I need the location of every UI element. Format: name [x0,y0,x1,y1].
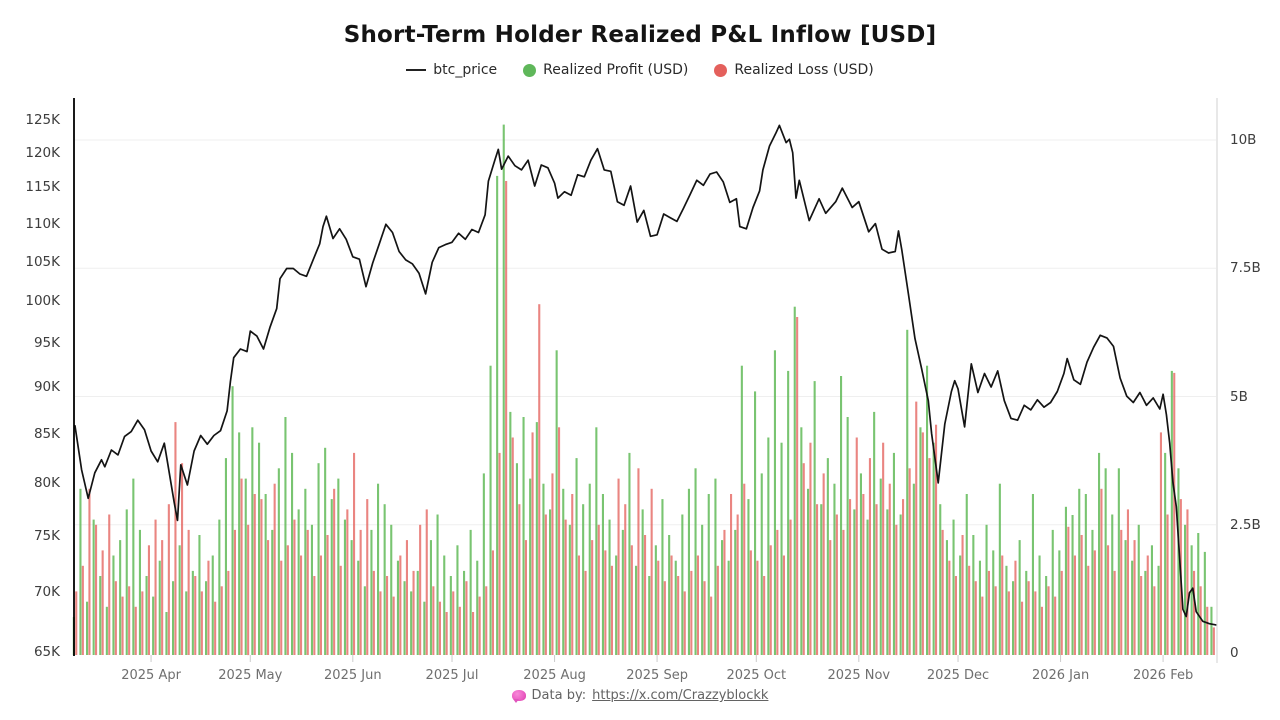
left-axis-tick-label: 100K [25,293,60,310]
btc-price-line [74,124,1217,626]
left-axis-tick-label: 70K [33,583,60,600]
left-axis-tick-label: 65K [33,644,60,660]
left-axis-tick-label: 125K [25,111,60,128]
left-axis-tick-label: 90K [33,379,60,395]
right-axis-tick-label: 10B [1230,132,1257,148]
legend-item-realized-profit[interactable]: Realized Profit (USD) [523,62,688,78]
right-axis-tick-label: 5B [1230,388,1248,405]
left-axis-tick-label: 105K [25,253,60,270]
legend-label: btc_price [433,62,498,78]
left-axis-tick-label: 120K [25,144,60,161]
x-axis-month-label: 2025 Oct [726,668,787,683]
right-axis-tick-label: 0 [1230,645,1239,661]
x-axis-month-label: 2025 May [218,668,283,683]
x-axis-month-label: 2025 Nov [827,668,891,683]
attribution: Data by: https://x.com/Crazzyblockk [0,688,1280,703]
profit-dot-icon [523,63,537,77]
legend-label: Realized Profit (USD) [543,62,689,78]
x-axis-month-label: 2025 Aug [523,668,586,683]
legend-item-btc-price[interactable]: btc_price [406,62,497,78]
left-axis-tick-label: 95K [33,335,60,351]
attribution-prefix: Data by: [531,688,587,703]
line-marker-icon [406,69,427,71]
chart-legend: btc_price Realized Profit (USD) Realized… [0,62,1280,78]
legend-label: Realized Loss (USD) [734,62,874,78]
x-axis-month-label: 2025 Jun [324,668,382,683]
x-axis-month-label: 2025 Sep [626,668,688,683]
left-axis-tick-label: 85K [33,425,60,442]
attribution-link[interactable]: https://x.com/Crazzyblockk [592,688,769,703]
right-axis-tick-label: 7.5B [1230,260,1261,277]
left-axis-tick-label: 110K [25,215,60,232]
x-axis-month-label: 2026 Feb [1132,668,1194,683]
left-axis-tick-label: 115K [25,179,60,196]
x-axis-month-label: 2025 Apr [121,668,181,683]
legend-item-realized-loss[interactable]: Realized Loss (USD) [714,62,874,78]
left-axis-tick-label: 80K [33,474,60,491]
right-axis-tick-label: 2.5B [1230,516,1261,533]
pink-brain-icon [511,690,526,703]
x-axis-month-label: 2025 Jul [425,668,479,683]
realized-profit-bars [72,124,1213,656]
x-axis-month-label: 2026 Jan [1031,668,1090,683]
x-axis-month-label: 2025 Dec [926,668,990,683]
loss-dot-icon [714,63,728,77]
realized-loss-bars [75,181,1215,656]
left-axis-tick-label: 75K [33,527,60,544]
chart-title: Short-Term Holder Realized P&L Inflow [U… [343,22,937,48]
